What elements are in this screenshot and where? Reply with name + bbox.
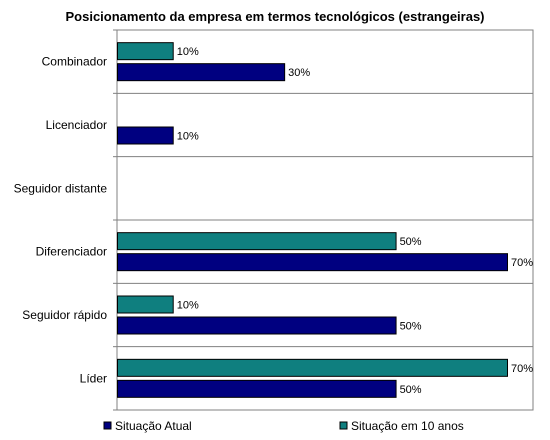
bar [117, 42, 174, 61]
category-label: Seguidor distante [14, 181, 108, 195]
bar [117, 253, 508, 272]
bar [117, 295, 174, 314]
data-label: 10% [177, 131, 199, 143]
legend: Situação Atual Situação em 10 anos [103, 419, 464, 433]
plot-area: Combinador 10% 30% Licenciador 10% Seguidor d… [14, 29, 534, 411]
data-label: 10% [177, 46, 199, 58]
legend-label: Situação em 10 anos [351, 419, 464, 433]
legend-label: Situação Atual [115, 419, 192, 433]
bar [117, 358, 508, 377]
bar [117, 126, 174, 145]
data-label: 50% [400, 384, 422, 396]
data-label: 10% [177, 300, 199, 312]
bar [117, 379, 397, 398]
category-label: Seguidor rápido [22, 308, 107, 322]
bar [117, 63, 286, 82]
data-label: 30% [288, 67, 310, 79]
category-label: Licenciador [46, 118, 107, 132]
bar [117, 316, 397, 335]
legend-swatch [103, 421, 112, 430]
data-label: 50% [400, 236, 422, 248]
chart-title: Posicionamento da empresa em termos tecn… [65, 9, 484, 24]
category-label: Líder [80, 371, 107, 385]
data-label: 70% [511, 363, 533, 375]
data-label: 70% [511, 257, 533, 269]
bar [117, 232, 397, 251]
category-label: Diferenciador [36, 245, 107, 259]
category-label: Combinador [42, 55, 107, 69]
data-label: 50% [400, 321, 422, 333]
legend-swatch [339, 421, 348, 430]
